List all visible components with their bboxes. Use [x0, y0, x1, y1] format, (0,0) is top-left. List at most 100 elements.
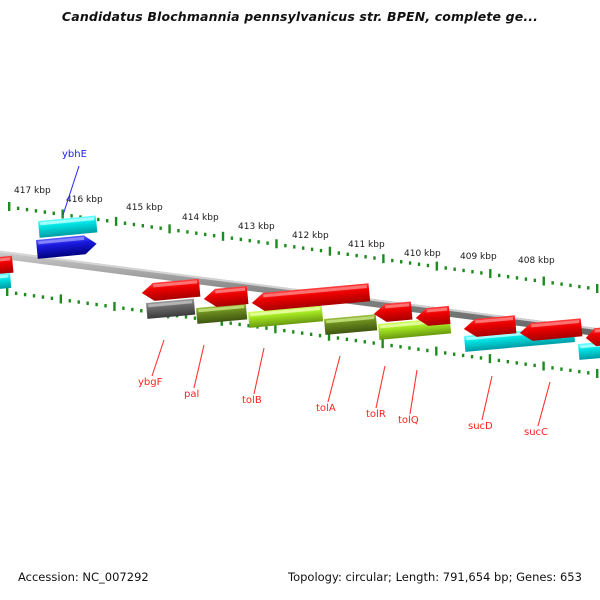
gene-glyph-tolB-feature[interactable] [248, 305, 324, 328]
gene-label-tolR[interactable]: tolR [366, 409, 386, 420]
ruler-tick-minor [292, 330, 295, 334]
gene-leader-lines [62, 165, 551, 427]
ruler-label: 417 kbp [14, 186, 51, 196]
ruler-tick-minor [14, 291, 18, 296]
ruler-tick-minor [417, 262, 421, 266]
ruler-tick-minor [524, 277, 528, 281]
ruler-label: 411 kbp [348, 240, 385, 250]
ruler-tick-minor [551, 366, 554, 370]
ruler-tick-minor [461, 353, 465, 358]
ruler-tick-minor [195, 231, 198, 235]
gene-glyph-tolA-feature[interactable] [324, 314, 378, 335]
ruler-label: 409 kbp [460, 252, 497, 262]
gene-bevel-highlight [594, 328, 600, 333]
gene-glyph-tolB-arrow[interactable] [251, 283, 371, 312]
leader-line-ybgF [151, 339, 165, 377]
gene-label-ybhE[interactable]: ybhE [62, 149, 87, 160]
ruler-tick-minor [390, 343, 393, 348]
gene-bevel-highlight [0, 274, 9, 280]
ruler-tick-minor [141, 224, 145, 228]
ruler-tick-minor [569, 283, 572, 288]
gene-glyph-pal-feature[interactable] [196, 303, 248, 324]
ruler-tick-minor [470, 355, 474, 359]
gene-label-ybgF[interactable]: ybgF [138, 377, 163, 388]
ruler-tick-minor [372, 341, 375, 345]
ruler-tick-minor [239, 237, 243, 242]
ruler-tick-minor [560, 367, 563, 371]
ruler-tick-minor [52, 211, 55, 216]
gene-glyph-tolA-arrow[interactable] [373, 301, 413, 323]
accession-text: Accession: NC_007292 [18, 570, 149, 584]
gene-label-tolA[interactable]: tolA [316, 403, 336, 414]
ruler-tick-minor [345, 337, 349, 342]
ruler-tick-major [435, 261, 439, 271]
ruler-tick-minor [453, 267, 456, 271]
gene-glyph-clipped-red[interactable] [0, 255, 14, 275]
ruler-tick-major [435, 346, 438, 356]
gene-glyph-right-clipped-arrow[interactable] [585, 326, 600, 347]
genome-map-canvas[interactable]: 417 kbp 416 kbp 415 kbp 414 kbp 413 kbp 412 k… [0, 0, 600, 565]
ruler-tick-minor [283, 328, 286, 333]
gene-bevel-highlight [531, 320, 580, 328]
ruler-tick-minor [43, 210, 47, 214]
gene-glyph-sucD-arrow[interactable] [463, 315, 517, 338]
gene-glyph-ybhE[interactable] [38, 215, 98, 238]
leader-line-tolA [327, 355, 341, 403]
ruler-tick-minor [186, 230, 189, 234]
gene-glyph-tolR-arrow[interactable] [415, 305, 451, 327]
gene-group-arrow-row[interactable] [141, 278, 600, 347]
ruler-tick-minor [444, 266, 447, 270]
ruler-tick-minor [318, 333, 322, 338]
gene-body[interactable] [36, 234, 98, 259]
gene-label-pal[interactable]: pal [184, 389, 199, 400]
gene-glyph-ybgF-feature[interactable] [146, 298, 196, 319]
ruler-tick-minor [408, 261, 412, 265]
ruler-tick-minor [229, 321, 232, 325]
ruler-tick-minor [373, 256, 376, 260]
ruler-tick-minor [184, 315, 188, 319]
gene-glyph-pal-arrow[interactable] [203, 286, 249, 308]
gene-glyph-ybhE-cds[interactable] [36, 234, 98, 259]
gene-glyph-ybgF-arrow[interactable] [141, 278, 201, 302]
ruler-tick-minor [177, 229, 180, 233]
gene-bevel-highlight [198, 305, 245, 313]
ruler-tick-minor [95, 302, 98, 307]
gene-glyph-sucC-arrow[interactable] [519, 318, 583, 342]
leader-line-ybhE [62, 165, 80, 216]
ruler-tick-minor [364, 255, 367, 259]
ruler-tick-minor [77, 300, 80, 304]
gene-name-labels[interactable]: ybhE ybgF pal tolB tolA tolR tolQ sucD sucC [62, 149, 548, 438]
gene-glyph-clipped-cyan[interactable] [0, 272, 12, 290]
ruler-tick-major [596, 284, 599, 293]
gene-bevel-highlight [385, 303, 410, 309]
ruler-tick-minor [569, 368, 572, 373]
gene-group-left-clipped[interactable] [0, 255, 14, 290]
gene-glyph-sucC-feature[interactable] [578, 340, 600, 360]
ruler-tick-major [542, 361, 545, 371]
gene-label-sucD[interactable]: sucD [468, 421, 493, 432]
leader-line-tolB [253, 347, 265, 395]
ruler-tick-minor [363, 340, 366, 344]
ruler-tick-minor [355, 253, 358, 258]
ruler-tick-minor [34, 209, 38, 213]
gene-bevel-highlight [326, 315, 375, 324]
gene-group-top-strand[interactable] [36, 215, 98, 259]
ruler-tick-minor [132, 222, 136, 227]
ruler-tick-minor [248, 238, 251, 243]
gene-bevel-highlight [580, 342, 600, 349]
ruler-tick-minor [104, 304, 107, 308]
ruler-tick-minor [16, 206, 20, 211]
gene-label-tolB[interactable]: tolB [242, 395, 262, 406]
ruler-tick-minor [506, 359, 510, 364]
genome-map-svg[interactable]: 417 kbp 416 kbp 415 kbp 414 kbp 413 kbp 412 k… [0, 0, 600, 565]
gene-label-sucC[interactable]: sucC [524, 427, 548, 438]
ruler-tick-minor [122, 306, 125, 310]
gene-label-tolQ[interactable]: tolQ [398, 415, 419, 426]
ruler-tick-minor [68, 299, 71, 303]
gene-body[interactable] [585, 326, 600, 347]
gene-bevel-highlight [40, 217, 95, 226]
ruler-tick-minor [193, 316, 197, 320]
ruler-tick-major [328, 246, 332, 256]
ruler-tick-minor [337, 251, 341, 255]
ruler-label: 412 kbp [292, 231, 329, 241]
